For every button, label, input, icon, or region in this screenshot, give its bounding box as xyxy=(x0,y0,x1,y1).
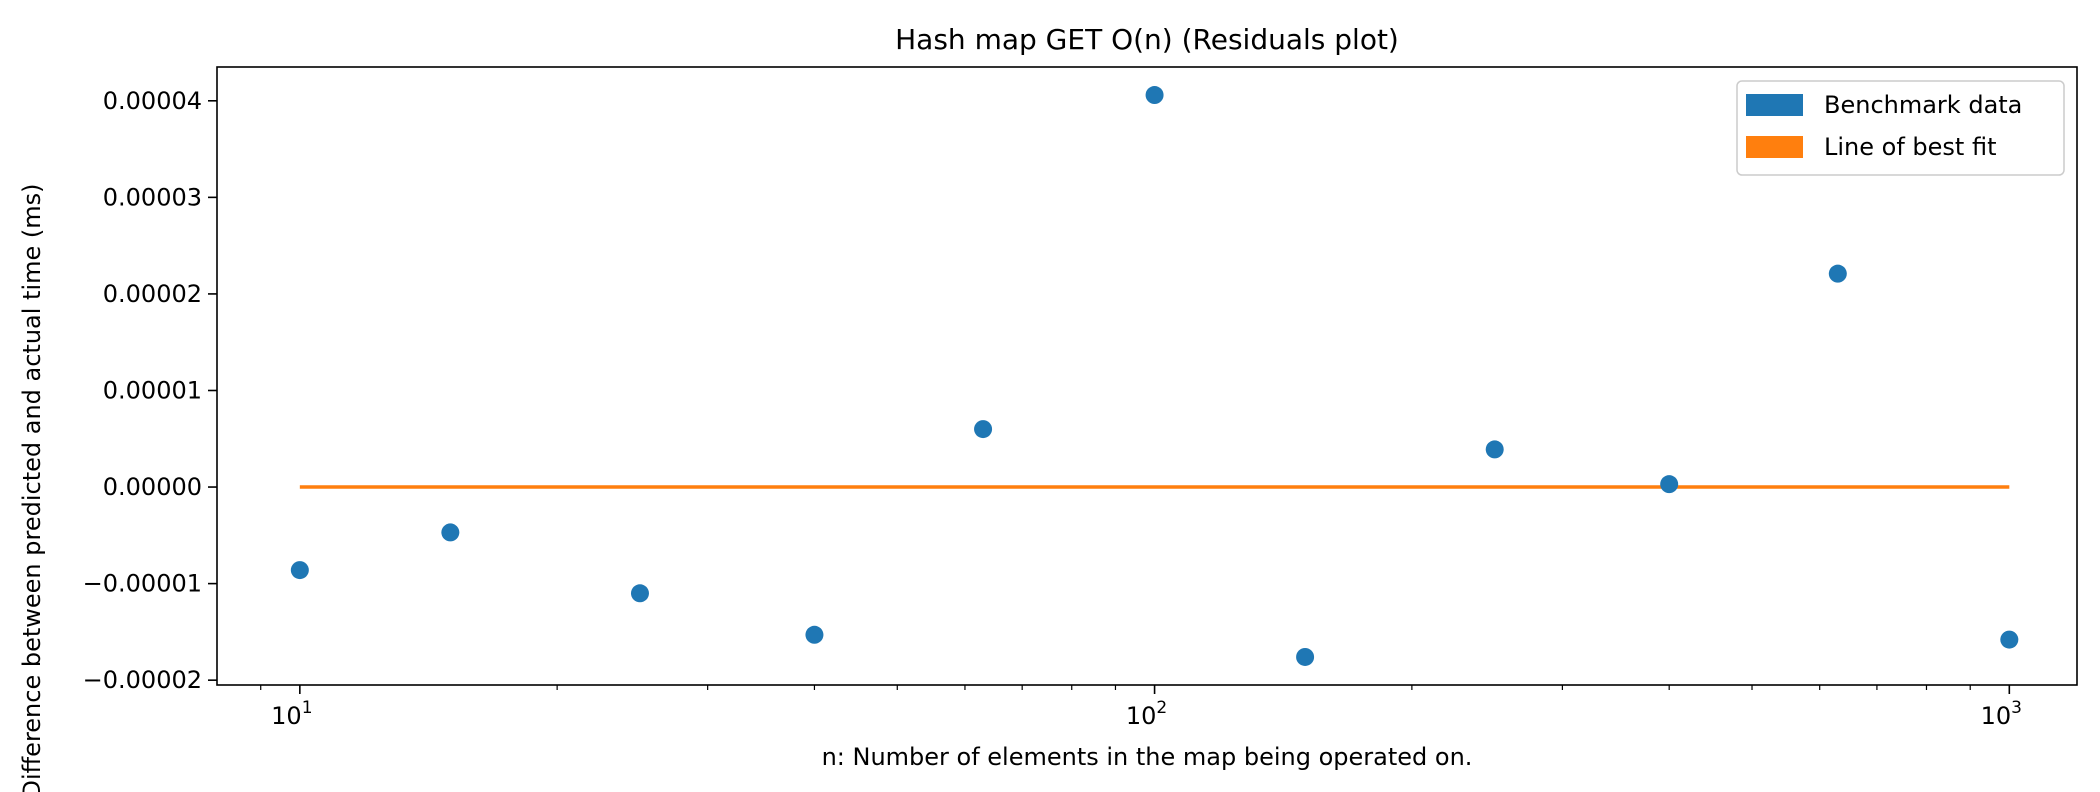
legend: Benchmark data Line of best fit xyxy=(1736,80,2065,176)
benchmark-data-point xyxy=(441,523,460,542)
benchmark-data-point xyxy=(290,561,309,580)
y-tick-label: 0.00002 xyxy=(103,280,202,308)
y-axis-label: Difference between predicted and actual … xyxy=(18,183,46,792)
x-tick-label: 102 xyxy=(1126,698,1167,730)
legend-label-benchmark-data: Benchmark data xyxy=(1824,91,2022,119)
legend-label-line-of-best-fit: Line of best fit xyxy=(1824,133,1996,161)
y-tick-label: −0.00002 xyxy=(83,666,202,694)
benchmark-points-layer xyxy=(290,86,2019,666)
benchmark-data-point xyxy=(630,584,649,603)
chart-title: Hash map GET O(n) (Residuals plot) xyxy=(895,23,1399,56)
legend-box xyxy=(1736,80,2065,176)
benchmark-data-point xyxy=(2000,630,2019,649)
y-tick-label: −0.00001 xyxy=(83,570,202,598)
benchmark-data-point xyxy=(974,420,993,439)
benchmark-data-point xyxy=(1660,475,1679,494)
y-tick-label: 0.00003 xyxy=(103,183,202,211)
legend-swatch-line-of-best-fit xyxy=(1746,136,1803,158)
x-axis-label: n: Number of elements in the map being o… xyxy=(822,743,1473,771)
x-tick-label: 101 xyxy=(271,698,312,730)
benchmark-data-point xyxy=(1828,264,1847,283)
benchmark-data-point xyxy=(805,625,824,644)
x-minor-ticks xyxy=(260,685,1971,690)
benchmark-data-point xyxy=(1145,86,1164,105)
y-tick-label: 0.00001 xyxy=(103,376,202,404)
y-tick-label: 0.00000 xyxy=(103,473,202,501)
y-tick-label: 0.00004 xyxy=(103,87,202,115)
x-axis-ticks: 101 102 103 xyxy=(271,685,2022,730)
benchmark-data-point xyxy=(1296,647,1315,666)
y-axis-ticks: 0.00004 0.00003 0.00002 0.00001 0.00000 −0.00… xyxy=(83,87,217,694)
plot-area-frame xyxy=(216,66,2078,686)
benchmark-data-point xyxy=(1485,440,1504,459)
legend-swatch-benchmark-data xyxy=(1746,94,1803,116)
x-tick-label: 103 xyxy=(1981,698,2022,730)
